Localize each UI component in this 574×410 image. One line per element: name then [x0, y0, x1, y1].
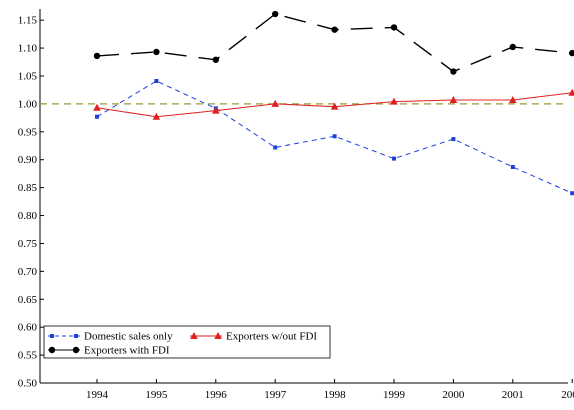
- marker-circle: [390, 24, 398, 31]
- series-lines: [93, 10, 574, 196]
- legend-label: Exporters with FDI: [84, 345, 170, 357]
- y-tick-label: 0.55: [18, 350, 38, 362]
- y-tick-label: 0.90: [18, 154, 38, 166]
- series-line: [96, 80, 573, 194]
- marker-triangle: [152, 112, 161, 120]
- y-tick-label: 0.85: [18, 182, 38, 194]
- marker-circle: [272, 10, 279, 18]
- y-tick-label: 0.75: [18, 238, 38, 250]
- marker-circle: [450, 68, 457, 75]
- legend-label: Exporters w/out FDI: [226, 331, 317, 343]
- x-tick-label: 1995: [145, 389, 168, 401]
- y-tick-label: 0.95: [18, 126, 38, 138]
- marker-triangle: [271, 99, 279, 107]
- marker-square: [451, 137, 456, 142]
- x-tick-label: 1996: [205, 389, 228, 401]
- marker-square: [74, 334, 78, 338]
- legend-box: [43, 325, 331, 359]
- marker-square: [570, 191, 574, 196]
- marker-triangle: [190, 332, 198, 339]
- marker-square: [95, 114, 99, 119]
- marker-triangle: [509, 95, 517, 103]
- y-tick-label: 1.10: [18, 43, 38, 55]
- marker-triangle: [214, 332, 222, 339]
- y-tick-label: 0.65: [18, 294, 38, 306]
- x-tick-label: 1999: [383, 389, 406, 401]
- y-tick-label: 1.05: [18, 70, 38, 82]
- y-tick-label: 1.15: [18, 15, 38, 27]
- series-domestic-sales-only: [95, 79, 574, 196]
- y-tick-label: 0.50: [18, 378, 38, 390]
- x-tick-label: 1998: [324, 389, 347, 401]
- x-tick-label: 2002: [561, 389, 574, 401]
- y-tick-label: 0.60: [18, 322, 38, 334]
- x-tick-label: 2001: [502, 389, 524, 401]
- marker-square: [510, 164, 515, 169]
- marker-triangle: [93, 103, 101, 111]
- marker-square: [392, 156, 396, 161]
- x-tick-label: 1997: [264, 389, 287, 401]
- marker-square: [50, 334, 54, 338]
- marker-triangle: [449, 95, 458, 103]
- y-tick-label: 1.00: [18, 98, 38, 110]
- series-line: [96, 13, 573, 73]
- marker-circle: [212, 56, 219, 63]
- marker-circle: [72, 346, 80, 354]
- marker-circle: [509, 43, 516, 51]
- series-exporters-with-fdi: [93, 10, 574, 75]
- axes: 0.50 0.55 0.60 0.65 0.70 0.75 0.80 0.85 0.90 0.95…: [18, 9, 574, 401]
- marker-square: [154, 79, 159, 84]
- marker-square: [273, 145, 278, 150]
- marker-circle: [48, 346, 56, 354]
- x-tick-label: 1994: [86, 389, 109, 401]
- marker-triangle: [212, 106, 220, 114]
- marker-circle: [153, 48, 160, 56]
- series-exporters-w-out-fdi: [93, 88, 574, 120]
- legend: Domestic sales only Exporters w/out FDI Ex…: [43, 325, 331, 359]
- marker-triangle: [330, 102, 339, 110]
- marker-circle: [331, 26, 338, 33]
- legend-label: Domestic sales only: [84, 331, 173, 343]
- marker-square: [332, 134, 337, 139]
- marker-circle: [569, 49, 574, 57]
- y-tick-label: 0.80: [18, 210, 38, 222]
- x-tick-label: 2000: [442, 389, 465, 401]
- y-tick-label: 0.70: [18, 266, 38, 278]
- marker-triangle: [568, 88, 574, 96]
- marker-triangle: [390, 97, 398, 105]
- marker-circle: [93, 52, 101, 60]
